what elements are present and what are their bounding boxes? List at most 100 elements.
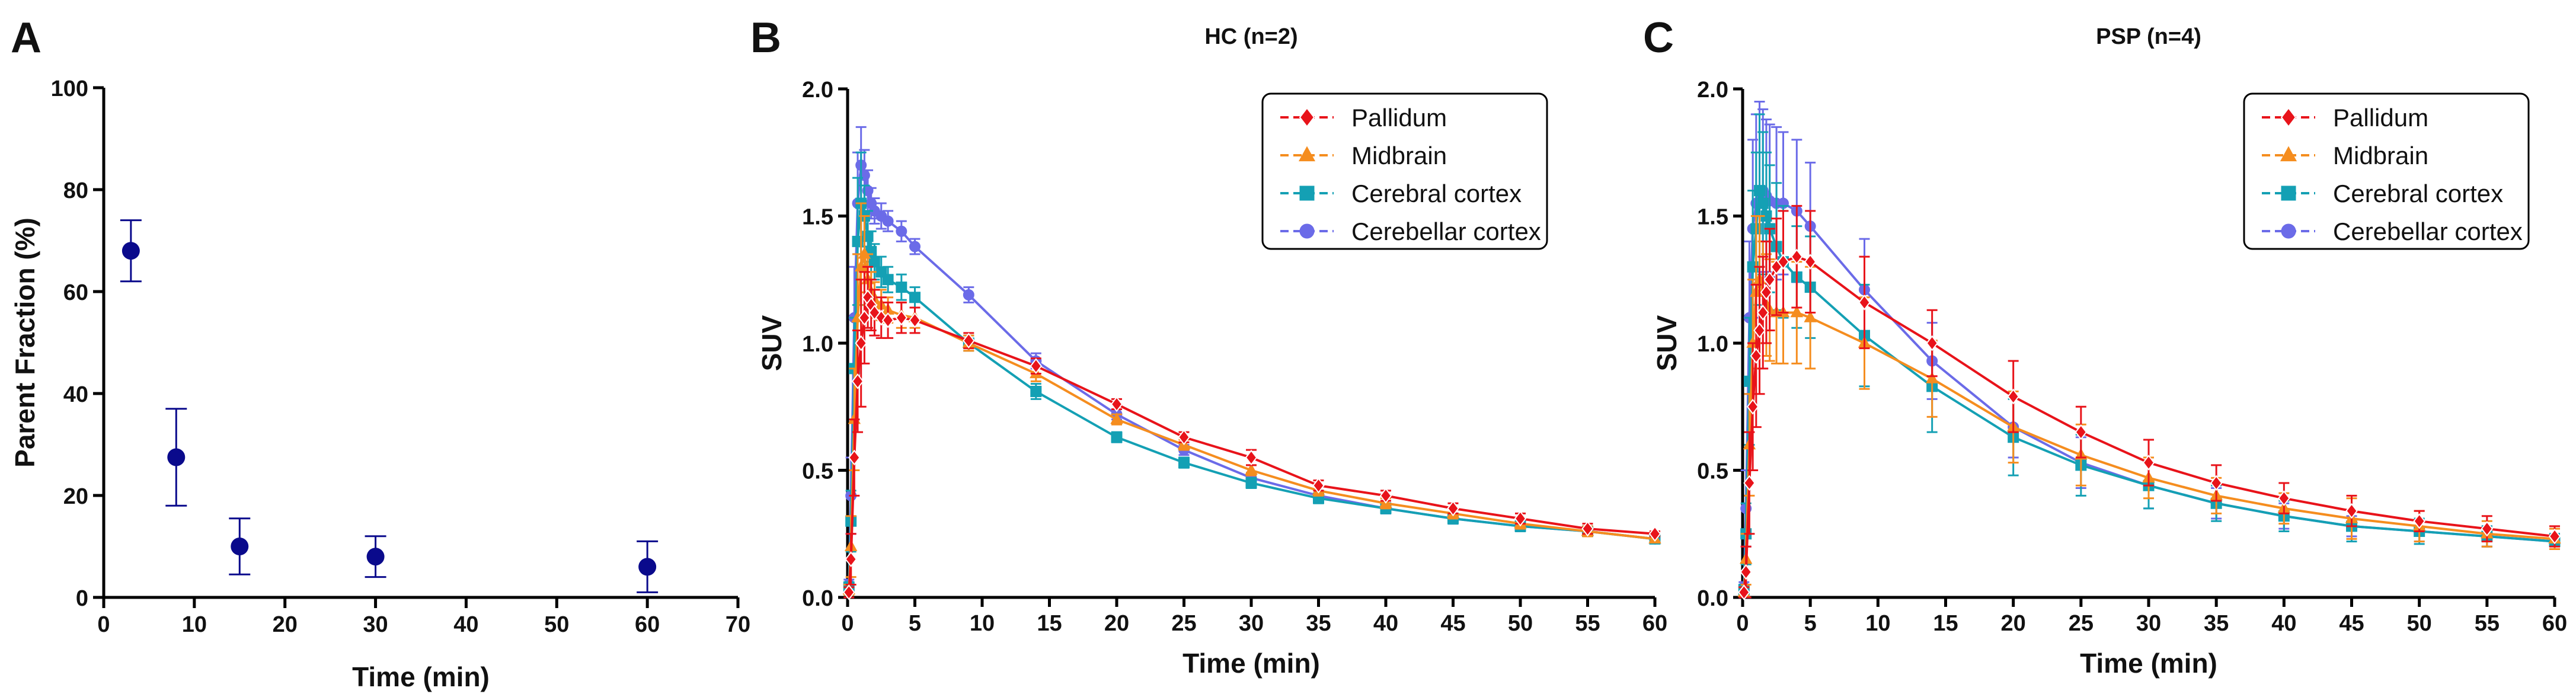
x-tick-label: 55 [2475, 611, 2500, 636]
y-tick-label: 20 [63, 484, 88, 509]
marker-diamond [1514, 510, 1527, 527]
x-axis-label: Time (min) [352, 661, 490, 692]
data-point [365, 535, 386, 578]
legend-label: Midbrain [1351, 142, 1447, 169]
y-tick-label: 100 [51, 76, 88, 101]
marker-diamond [2278, 490, 2290, 507]
x-tick-label: 60 [2542, 611, 2567, 636]
chart-title: PSP (n=4) [2096, 24, 2201, 49]
panel-c: C 0 5 10 15 20 25 30 35 40 45 50 55 60 0.0 0.5 1.0 1.5 2.… [1643, 14, 2567, 679]
x-tick-label: 45 [2339, 611, 2364, 636]
x-tick-label: 30 [363, 612, 388, 637]
legend-marker-square [2281, 186, 2296, 201]
marker-diamond [1178, 429, 1190, 446]
marker-diamond [2481, 520, 2494, 537]
y-axis-label: SUV [756, 315, 787, 371]
marker-diamond [1777, 254, 1789, 270]
marker-diamond [2007, 388, 2019, 405]
marker-diamond [2142, 455, 2155, 471]
y-tick-label: 0.5 [1697, 459, 1728, 484]
marker-square [1030, 386, 1042, 398]
marker-square [1245, 477, 1257, 489]
legend-marker-circle [1299, 223, 1315, 239]
marker-triangle [858, 247, 871, 259]
panel-letter-b: B [750, 14, 781, 62]
y-tick-label: 2.0 [1697, 78, 1728, 103]
marker-circle [909, 241, 921, 252]
x-tick-label: 60 [635, 612, 660, 637]
x-tick-label: 20 [1104, 611, 1129, 636]
marker-diamond [881, 312, 894, 328]
x-tick-label: 5 [1804, 611, 1817, 636]
marker-triangle [1245, 463, 1258, 475]
marker-circle [167, 448, 186, 466]
marker-square [909, 292, 921, 303]
legend-label: Cerebral cortex [2333, 180, 2503, 207]
x-tick-label: 30 [2136, 611, 2161, 636]
x-tick-label: 25 [2069, 611, 2094, 636]
legend-box [1261, 92, 1548, 250]
y-tick-label: 1.0 [802, 332, 833, 357]
chart-title: HC (n=2) [1204, 24, 1297, 49]
marker-diamond [1804, 254, 1817, 270]
x-tick-label: 0 [1736, 611, 1749, 636]
marker-diamond [1858, 295, 1871, 311]
legend-label: Midbrain [2333, 142, 2428, 169]
y-axis-label: SUV [1651, 315, 1682, 371]
marker-circle [231, 538, 249, 555]
marker-circle [366, 548, 385, 566]
data-point [120, 219, 142, 283]
marker-square [1757, 197, 1769, 209]
series-line [848, 254, 1655, 590]
panel-b: B 0 5 10 15 20 25 30 35 40 45 50 55 60 0.0 0.5 1.0 1.5 2.… [750, 14, 1667, 679]
x-tick-label: 15 [1037, 611, 1062, 636]
series-line [1743, 255, 2555, 593]
marker-diamond [845, 551, 857, 567]
marker-diamond [1743, 475, 1756, 491]
marker-diamond [875, 309, 888, 326]
marker-diamond [1926, 335, 1938, 351]
x-tick-label: 10 [1865, 611, 1890, 636]
marker-triangle [1790, 305, 1804, 318]
marker-diamond [1379, 488, 1392, 504]
marker-diamond [2345, 503, 2358, 519]
data-point [165, 408, 187, 507]
y-tick-label: 1.5 [802, 205, 833, 230]
marker-diamond [843, 584, 855, 600]
panel-letter-a: A [11, 14, 41, 62]
panel-letter-c: C [1643, 14, 1674, 62]
marker-triangle [1110, 412, 1123, 424]
x-tick-label: 10 [970, 611, 995, 636]
series-line [1743, 190, 2555, 590]
x-tick-label: 40 [1373, 611, 1398, 636]
x-tick-label: 30 [1239, 611, 1264, 636]
x-tick-label: 35 [2204, 611, 2229, 636]
x-tick-label: 40 [2271, 611, 2296, 636]
legend-label: Cerebellar cortex [2333, 218, 2523, 245]
legend-label: Cerebellar cortex [1351, 218, 1541, 245]
marker-diamond [1746, 398, 1759, 415]
y-tick-label: 0.0 [802, 586, 833, 611]
x-axis-label: Time (min) [2080, 648, 2217, 679]
marker-diamond [1760, 284, 1773, 300]
x-tick-label: 10 [182, 612, 207, 637]
marker-diamond [2413, 513, 2425, 529]
marker-circle [896, 225, 907, 237]
marker-square [882, 274, 894, 286]
marker-triangle [1804, 311, 1817, 322]
data-point [637, 540, 659, 593]
y-tick-label: 2.0 [802, 78, 833, 103]
x-tick-label: 60 [1642, 611, 1667, 636]
marker-diamond [1740, 564, 1752, 580]
marker-diamond [1648, 526, 1661, 542]
legend-marker-triangle [1298, 146, 1316, 162]
y-tick-label: 0.0 [1697, 586, 1728, 611]
y-tick-label: 1.0 [1697, 332, 1728, 357]
x-tick-label: 40 [453, 612, 478, 637]
marker-square [1754, 185, 1766, 197]
panel-a: A 0 10 20 30 40 50 60 70 0 20 40 60 80 100 Time (min) P… [9, 14, 750, 692]
x-tick-label: 50 [2407, 611, 2432, 636]
marker-diamond [1030, 358, 1043, 374]
marker-diamond [1110, 396, 1123, 412]
marker-diamond [2548, 528, 2561, 545]
